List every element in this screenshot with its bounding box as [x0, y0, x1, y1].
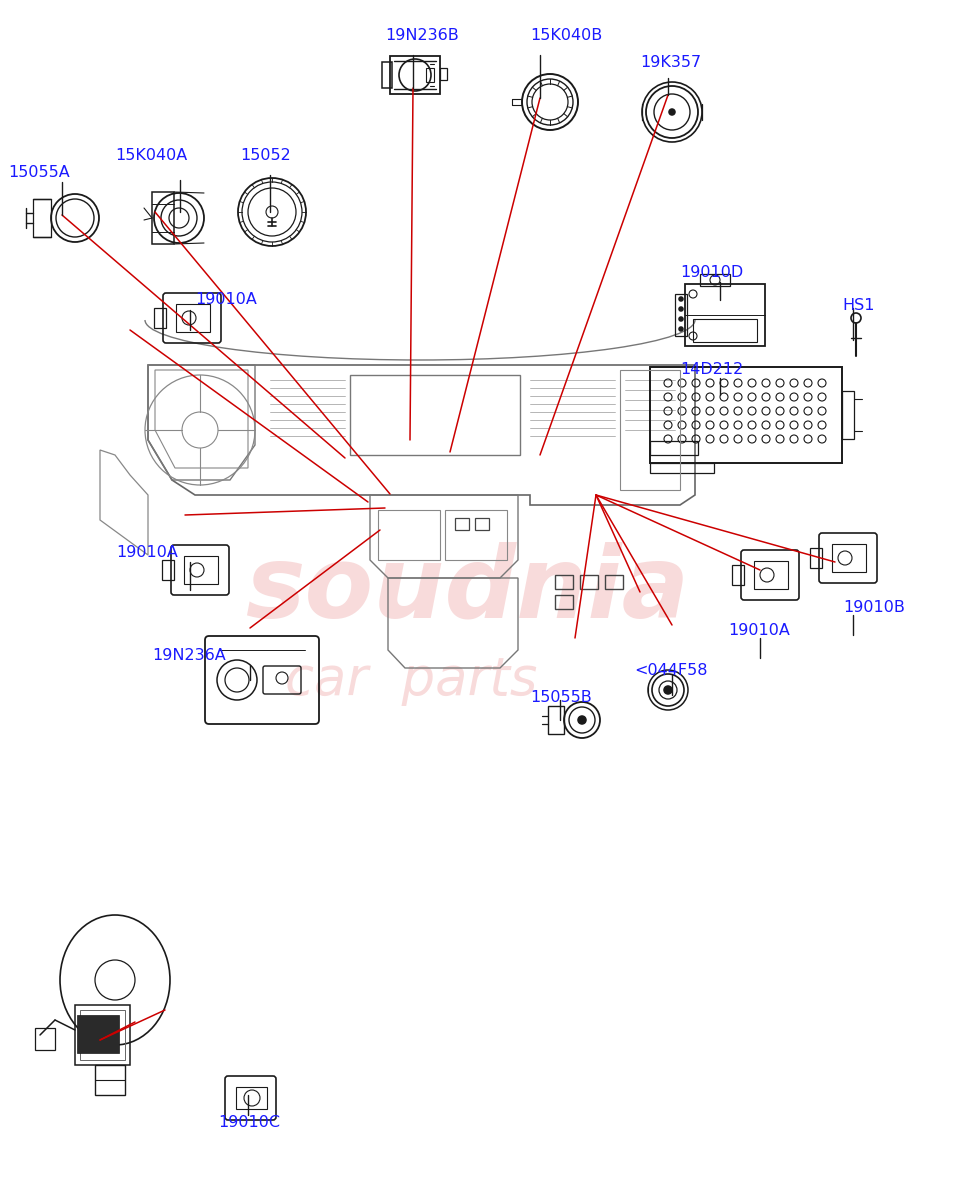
Circle shape — [679, 296, 683, 301]
Text: 15055B: 15055B — [530, 690, 592, 704]
Bar — [842, 391, 854, 439]
Bar — [650, 440, 698, 455]
Bar — [832, 544, 866, 572]
Circle shape — [679, 307, 683, 311]
Bar — [555, 595, 573, 608]
Bar — [548, 706, 564, 734]
Text: <044F58: <044F58 — [634, 662, 707, 678]
Bar — [650, 367, 842, 463]
Bar — [455, 518, 469, 530]
Bar — [555, 575, 573, 589]
Text: 19010A: 19010A — [116, 545, 178, 560]
Bar — [732, 565, 744, 584]
Bar — [75, 1006, 130, 1066]
Bar — [390, 56, 440, 94]
Bar — [184, 556, 218, 584]
Text: 14D212: 14D212 — [680, 362, 743, 377]
Bar — [176, 304, 210, 332]
Text: 19K357: 19K357 — [640, 55, 701, 70]
Text: 15K040A: 15K040A — [115, 148, 187, 163]
Text: 19010C: 19010C — [218, 1115, 280, 1130]
Bar — [685, 284, 765, 346]
Bar — [620, 370, 680, 490]
Text: 19010B: 19010B — [843, 600, 905, 614]
Text: 15055A: 15055A — [8, 164, 70, 180]
Bar — [80, 1010, 125, 1060]
Bar — [77, 1015, 119, 1054]
Text: 19010D: 19010D — [680, 265, 743, 280]
Bar — [580, 575, 598, 589]
Bar — [754, 560, 788, 589]
Bar — [95, 1066, 125, 1094]
Circle shape — [664, 686, 672, 694]
Bar — [162, 560, 174, 580]
Bar — [350, 374, 520, 455]
Circle shape — [679, 317, 683, 320]
Bar — [378, 510, 440, 560]
Text: 15052: 15052 — [240, 148, 291, 163]
Text: 19N236B: 19N236B — [385, 28, 459, 43]
Bar — [810, 548, 822, 568]
Text: 19010A: 19010A — [195, 292, 257, 307]
Bar — [693, 319, 757, 342]
Text: 19N236A: 19N236A — [152, 648, 226, 662]
Text: soudnia: soudnia — [245, 541, 690, 638]
Bar — [675, 294, 687, 336]
Bar — [152, 192, 174, 244]
Circle shape — [669, 109, 675, 115]
Text: 19010A: 19010A — [728, 623, 790, 638]
Bar — [236, 1087, 267, 1109]
Bar — [154, 308, 166, 328]
Circle shape — [679, 326, 683, 331]
Text: HS1: HS1 — [842, 298, 875, 313]
Bar — [475, 518, 489, 530]
Bar — [445, 510, 507, 560]
Text: car  parts: car parts — [285, 654, 538, 706]
Text: 15K040B: 15K040B — [530, 28, 602, 43]
Bar — [382, 62, 392, 88]
Circle shape — [578, 716, 586, 724]
Bar — [35, 1028, 55, 1050]
Bar — [440, 68, 447, 80]
Bar — [700, 274, 730, 286]
Bar — [33, 199, 51, 236]
Bar — [426, 68, 434, 82]
Bar — [650, 463, 714, 473]
Bar — [605, 575, 623, 589]
